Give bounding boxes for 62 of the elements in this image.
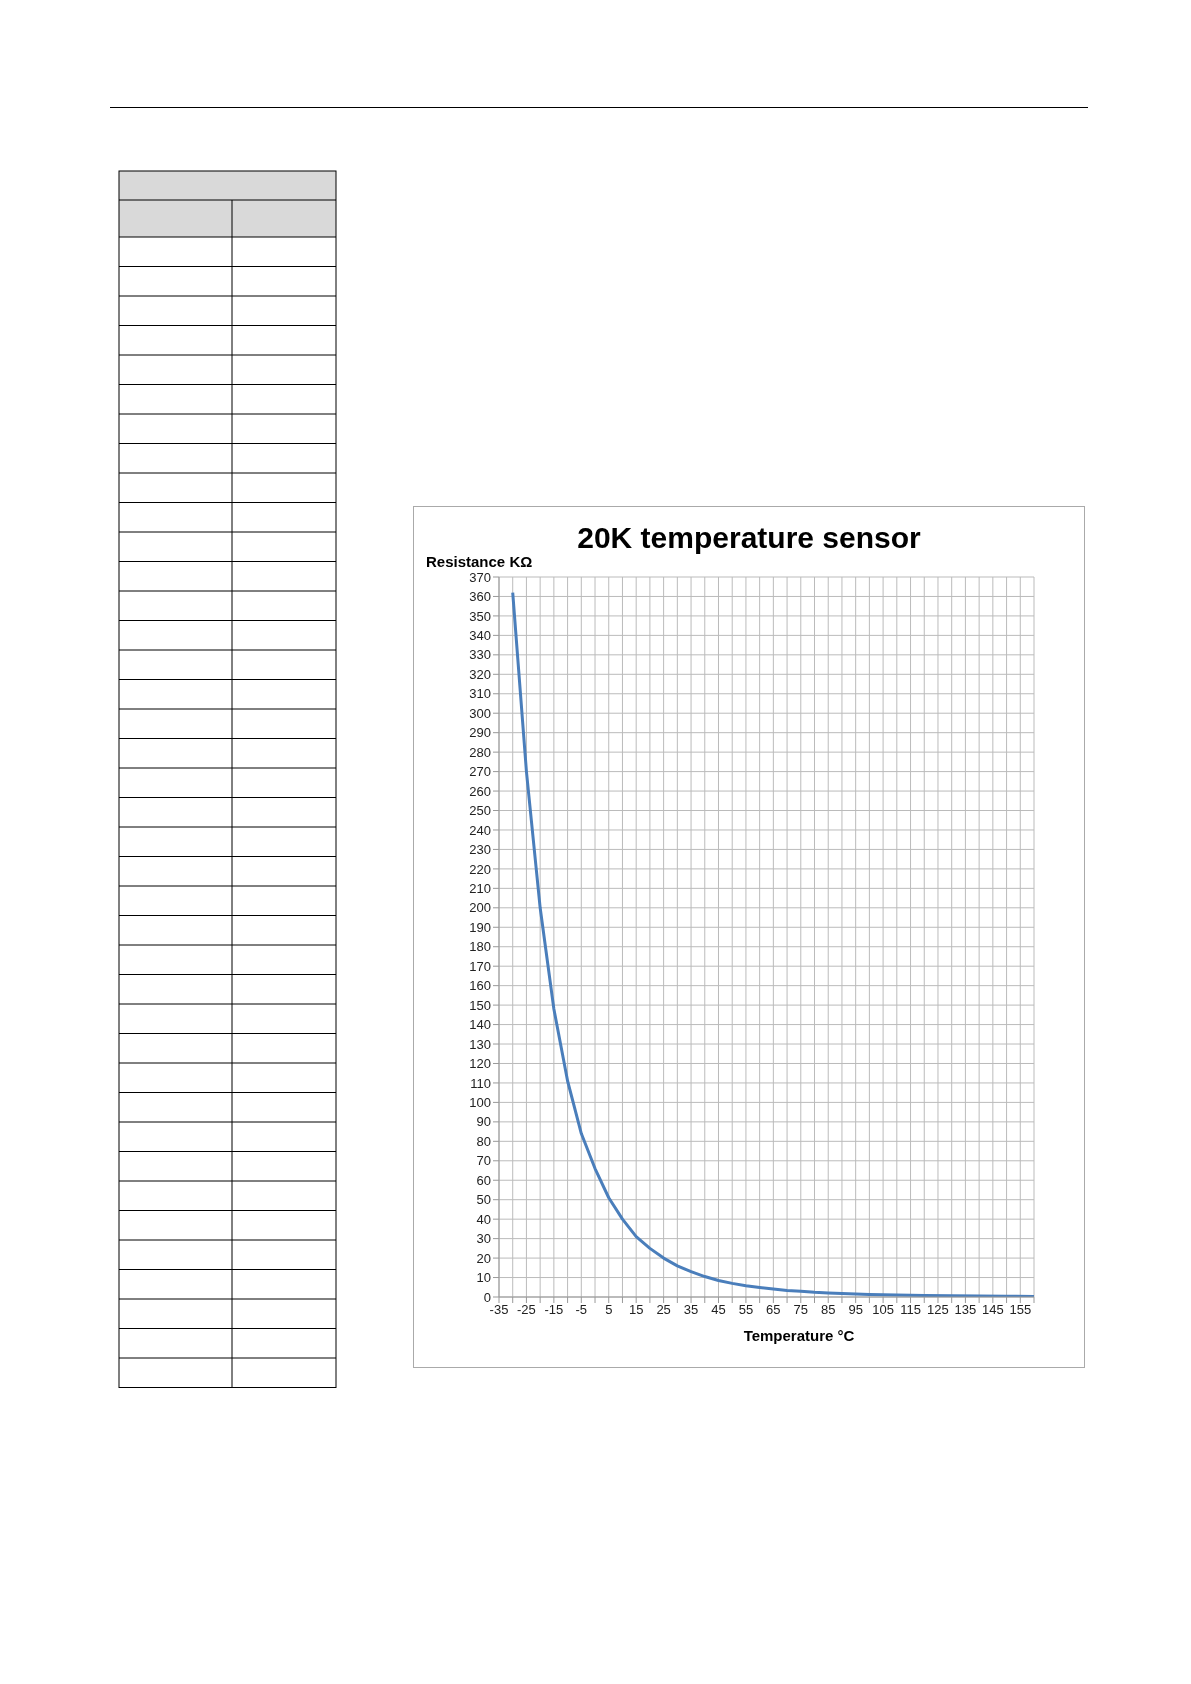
y-tick-label: 50: [476, 1192, 491, 1208]
x-tick-label: -5: [575, 1302, 588, 1318]
x-tick-label: 125: [927, 1302, 949, 1318]
x-tick-label: 145: [981, 1302, 1004, 1318]
x-tick-label: 25: [656, 1302, 671, 1318]
y-tick-label: 190: [469, 919, 491, 935]
y-tick-label: 30: [476, 1231, 491, 1247]
x-tick-label: 155: [1009, 1302, 1032, 1318]
x-tick-label: 95: [848, 1302, 863, 1318]
x-tick-label: 65: [766, 1302, 781, 1318]
y-tick-label: 90: [476, 1114, 491, 1130]
y-tick-label: 180: [469, 939, 491, 955]
y-tick-label: 120: [469, 1056, 491, 1072]
y-tick-label: 350: [469, 608, 491, 624]
y-tick-label: 70: [476, 1153, 491, 1169]
y-tick-label: 40: [476, 1211, 491, 1227]
y-tick-label: 0: [483, 1289, 491, 1305]
y-tick-label: 230: [469, 842, 491, 858]
y-tick-label: 240: [469, 822, 491, 838]
y-tick-label: 60: [476, 1172, 491, 1188]
y-tick-label: 100: [469, 1095, 491, 1111]
y-tick-label: 170: [469, 958, 491, 974]
y-tick-label: 130: [469, 1036, 491, 1052]
y-tick-label: 370: [469, 569, 491, 585]
x-tick-label: 15: [628, 1302, 644, 1318]
x-tick-label: 115: [900, 1302, 921, 1318]
y-tick-label: 340: [469, 627, 491, 643]
y-tick-label: 320: [469, 666, 491, 682]
x-tick-label: -25: [517, 1302, 536, 1318]
chart-title: 20K temperature sensor: [577, 521, 921, 554]
y-tick-label: 110: [470, 1075, 491, 1091]
x-tick-label: -15: [544, 1302, 564, 1318]
x-tick-label: 5: [605, 1302, 613, 1318]
y-tick-label: 260: [469, 783, 491, 799]
y-tick-label: 80: [476, 1133, 491, 1149]
y-tick-label: 150: [469, 997, 491, 1013]
x-tick-label: 85: [821, 1302, 836, 1318]
y-tick-label: 300: [469, 705, 491, 721]
x-tick-label: 105: [872, 1302, 894, 1318]
x-tick-label: 135: [954, 1302, 977, 1318]
x-tick-label: 45: [711, 1302, 726, 1318]
y-tick-label: 220: [469, 861, 491, 877]
y-tick-label: 310: [469, 686, 491, 702]
x-axis-title: Temperature °C: [742, 1327, 856, 1344]
y-tick-label: 270: [469, 764, 491, 780]
y-tick-label: 280: [469, 744, 491, 760]
y-axis-title: Resistance KΩ: [426, 553, 533, 570]
y-tick-label: 20: [476, 1250, 491, 1266]
y-tick-label: 10: [476, 1270, 491, 1286]
y-tick-label: 140: [469, 1017, 491, 1033]
x-tick-label: -35: [489, 1302, 509, 1318]
line-series: [511, 591, 1034, 1297]
y-tick-label: 210: [469, 880, 491, 896]
y-tick-label: 160: [469, 978, 491, 994]
y-tick-label: 290: [469, 725, 491, 741]
x-tick-label: 35: [683, 1302, 699, 1318]
x-tick-label: 55: [738, 1302, 754, 1318]
x-tick-label: 75: [793, 1302, 809, 1318]
y-tick-label: 250: [469, 803, 491, 819]
y-tick-label: 330: [469, 647, 491, 663]
y-tick-label: 200: [469, 900, 491, 916]
y-tick-label: 360: [469, 589, 491, 605]
